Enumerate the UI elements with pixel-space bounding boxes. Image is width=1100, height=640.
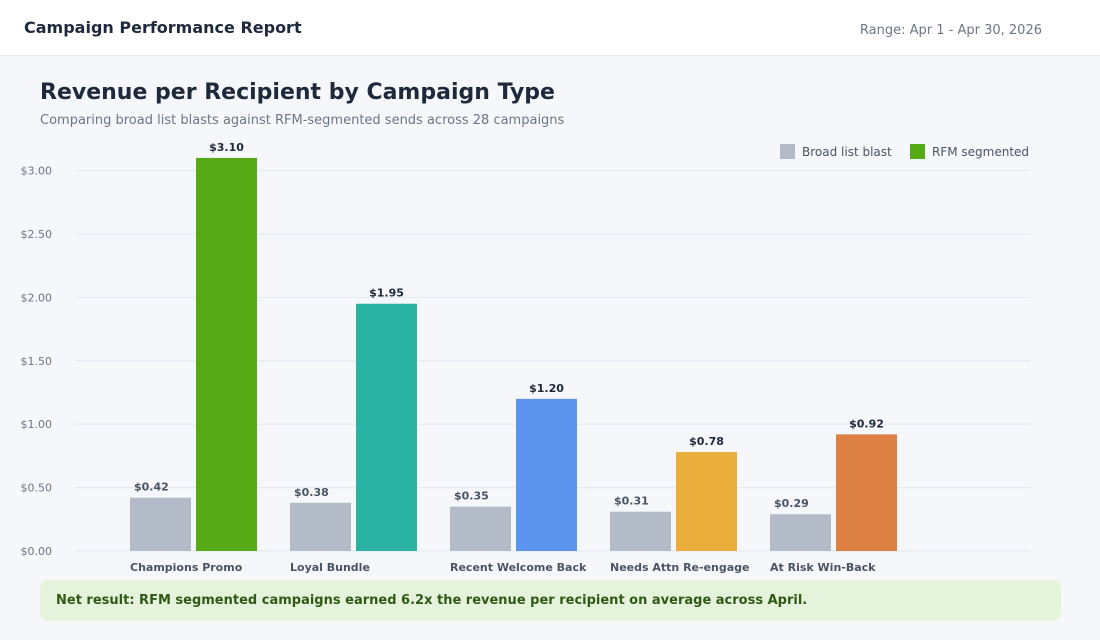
data-label: $1.95 <box>369 287 404 300</box>
data-label: $0.42 <box>134 481 169 494</box>
y-tick-label: $3.00 <box>21 165 53 178</box>
y-tick-label: $2.00 <box>21 291 53 304</box>
bar-broad-list-blast <box>290 502 351 551</box>
revenue-bar-chart: $0.00 $0.50 $1.00 $1.50 $2.00 $2.50 $3.00 $0.42… <box>21 141 1031 574</box>
data-label: $0.31 <box>614 495 649 508</box>
x-tick-label: At Risk Win-Back <box>770 561 876 574</box>
chart-subtitle: Comparing broad list blasts against RFM-… <box>40 113 565 128</box>
legend-swatch-rfm <box>910 144 925 159</box>
legend-label-rfm: RFM segmented <box>932 145 1029 159</box>
x-tick-label: Needs Attn Re-engage <box>610 561 750 574</box>
report-title: Campaign Performance Report <box>24 18 302 37</box>
data-label: $0.92 <box>849 417 884 430</box>
data-label: $1.20 <box>529 382 564 395</box>
bar-rfm-segmented <box>196 157 257 552</box>
bar-rfm-segmented <box>356 303 417 551</box>
bar-rfm-segmented <box>836 434 897 551</box>
x-tick-label: Loyal Bundle <box>290 561 370 574</box>
y-tick-label: $0.50 <box>21 482 53 495</box>
data-label: $0.78 <box>689 435 724 448</box>
net-result-banner: Net result: RFM segmented campaigns earn… <box>40 580 1061 621</box>
top-bar: Campaign Performance Report Range: Apr 1… <box>0 0 1100 56</box>
x-tick-label: Recent Welcome Back <box>450 561 587 574</box>
bar-broad-list-blast <box>770 514 831 551</box>
bar-rfm-segmented <box>676 452 737 551</box>
date-range: Range: Apr 1 - Apr 30, 2026 <box>859 23 1042 38</box>
bar-rfm-segmented <box>516 398 577 551</box>
x-tick-label: Champions Promo <box>130 561 243 574</box>
data-label: $0.35 <box>454 490 489 503</box>
data-label: $0.38 <box>294 486 329 499</box>
data-label: $3.10 <box>209 141 244 154</box>
y-tick-label: $0.00 <box>21 545 53 558</box>
y-tick-label: $1.50 <box>21 355 53 368</box>
legend-label-broad: Broad list blast <box>802 145 892 159</box>
data-label: $0.29 <box>774 497 809 510</box>
y-tick-label: $2.50 <box>21 228 53 241</box>
bar-broad-list-blast <box>450 506 511 551</box>
bar-broad-list-blast <box>130 497 191 551</box>
y-tick-label: $1.00 <box>21 418 53 431</box>
legend-swatch-broad <box>780 144 795 159</box>
bar-broad-list-blast <box>610 511 671 551</box>
chart-title: Revenue per Recipient by Campaign Type <box>40 80 555 105</box>
